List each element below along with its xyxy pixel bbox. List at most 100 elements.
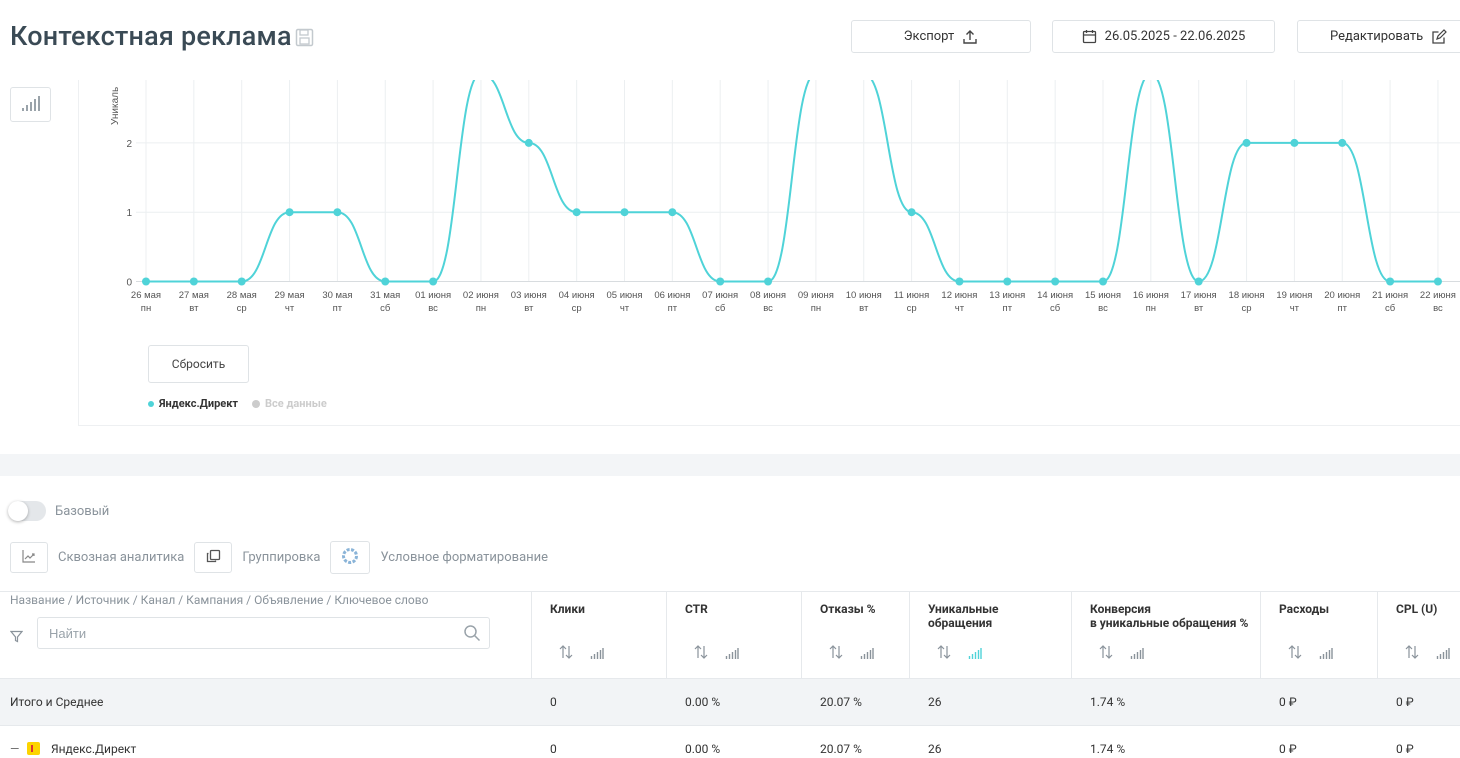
bar-chart-icon[interactable] [968,645,982,664]
grouping-button[interactable] [194,542,233,573]
x-tick-weekday: вс [1098,303,1108,314]
column-header[interactable]: Конверсия в уникальные обращения % [1071,592,1260,678]
data-point [524,138,533,147]
column-actions [693,644,739,664]
sort-icon[interactable] [1287,644,1303,664]
table-row[interactable]: — Яндекс.Директ 0 0.00 % 20.07 % 26 1.74 % 0 ₽ 0… [0,726,1460,758]
x-tick-label: 13 июня [989,290,1025,301]
grouping-label[interactable]: Группировка [242,550,321,565]
collapse-toggle[interactable]: — [10,742,20,756]
x-tick-label: 15 июня [1085,290,1121,301]
edit-button[interactable]: Редактировать [1297,20,1460,53]
analytics-button[interactable] [10,542,48,573]
data-point [1290,138,1299,147]
bar-chart-icon[interactable] [725,645,739,664]
basic-toggle-switch[interactable] [8,501,46,521]
sort-icon[interactable] [1404,644,1420,664]
x-tick-label: 26 мая [131,290,161,301]
column-actions [1098,644,1144,664]
column-title: Уникальные обращения [928,602,999,630]
legend-item-yandex[interactable]: Яндекс.Директ [148,397,238,410]
data-point [907,208,916,217]
x-tick-label: 21 июня [1372,290,1408,301]
analytics-label[interactable]: Сквозная аналитика [58,550,185,565]
data-table: Название / Источник / Канал / Кампания /… [0,591,1460,758]
sort-icon[interactable] [693,644,709,664]
legend-item-all-data[interactable]: Все данные [252,397,327,410]
x-tick-weekday: вс [1433,303,1443,314]
x-tick-label: 16 июня [1133,290,1169,301]
formatting-label[interactable]: Условное форматирование [380,550,549,565]
chart-type-button[interactable] [10,87,51,122]
column-title: CPL (U) [1396,602,1437,616]
table-cell: 0 [550,742,557,756]
table-cell: 20.07 % [820,742,862,756]
search-input[interactable] [38,618,438,648]
filter-icon[interactable] [9,628,24,647]
formatting-button[interactable] [330,541,371,574]
x-tick-weekday: вт [189,303,199,314]
bar-chart-icon[interactable] [1436,645,1450,664]
x-tick-label: 20 июня [1324,290,1360,301]
bar-chart-icon[interactable] [1130,645,1144,664]
reset-button[interactable]: Сбросить [148,345,249,383]
date-range-button[interactable]: 26.05.2025 - 22.06.2025 [1052,20,1275,53]
basic-toggle-row: Базовый [8,501,109,521]
row-name[interactable]: Яндекс.Директ [51,742,137,756]
column-title-line: Клики [550,602,585,616]
x-tick-weekday: вт [859,303,869,314]
x-tick-weekday: пн [476,303,486,314]
x-tick-label: 09 июня [798,290,834,301]
data-point [429,277,438,286]
column-header[interactable]: CPL (U) [1377,592,1460,678]
x-tick-label: 07 июня [702,290,738,301]
column-header[interactable]: Отказы % [801,592,909,678]
column-actions [1287,644,1333,664]
table-cell: 0 ₽ [1396,695,1414,709]
data-point [237,277,246,286]
column-title-line: Конверсия [1090,602,1151,616]
table-cell: 0 ₽ [1279,742,1297,756]
x-tick-label: 28 мая [227,290,257,301]
search-icon[interactable] [463,624,481,646]
data-point [716,277,725,286]
data-point [1194,277,1203,286]
x-tick-weekday: ср [237,303,247,314]
column-title-line: CPL (U) [1396,602,1438,616]
column-title: CTR [685,602,708,616]
table-cell: 0.00 % [685,742,721,756]
data-point [1338,138,1347,147]
data-point [189,277,198,286]
column-title-line: обращения [928,616,993,630]
y-tick-label: 2 [126,139,132,150]
legend-dot-active [148,400,154,407]
export-button[interactable]: Экспорт [851,20,1031,53]
x-tick-weekday: ср [907,303,917,314]
calendar-icon [1082,29,1097,44]
x-tick-label: 17 июня [1181,290,1217,301]
trend-chart-icon [21,548,37,568]
sort-icon[interactable] [936,644,952,664]
bar-chart-icon[interactable] [860,645,874,664]
x-tick-label: 31 мая [370,290,400,301]
search-box [37,617,490,649]
sort-icon[interactable] [828,644,844,664]
column-header[interactable]: Клики [531,592,666,678]
column-title-line: Уникальные [928,602,999,616]
sort-icon[interactable] [1098,644,1114,664]
x-tick-label: 29 мая [274,290,304,301]
column-header[interactable]: CTR [666,592,801,678]
data-point [285,208,294,217]
save-icon[interactable] [295,28,314,51]
legend-label: Все данные [265,397,327,410]
sort-icon[interactable] [558,644,574,664]
data-point [764,277,773,286]
x-tick-weekday: вс [763,303,773,314]
legend-dot-inactive [252,399,261,408]
bar-chart-icon[interactable] [590,645,604,664]
column-header[interactable]: Уникальные обращения [909,592,1071,678]
x-tick-weekday: чт [620,303,630,314]
column-title: Отказы % [820,602,876,616]
bar-chart-icon[interactable] [1319,645,1333,664]
column-header[interactable]: Расходы [1260,592,1377,678]
